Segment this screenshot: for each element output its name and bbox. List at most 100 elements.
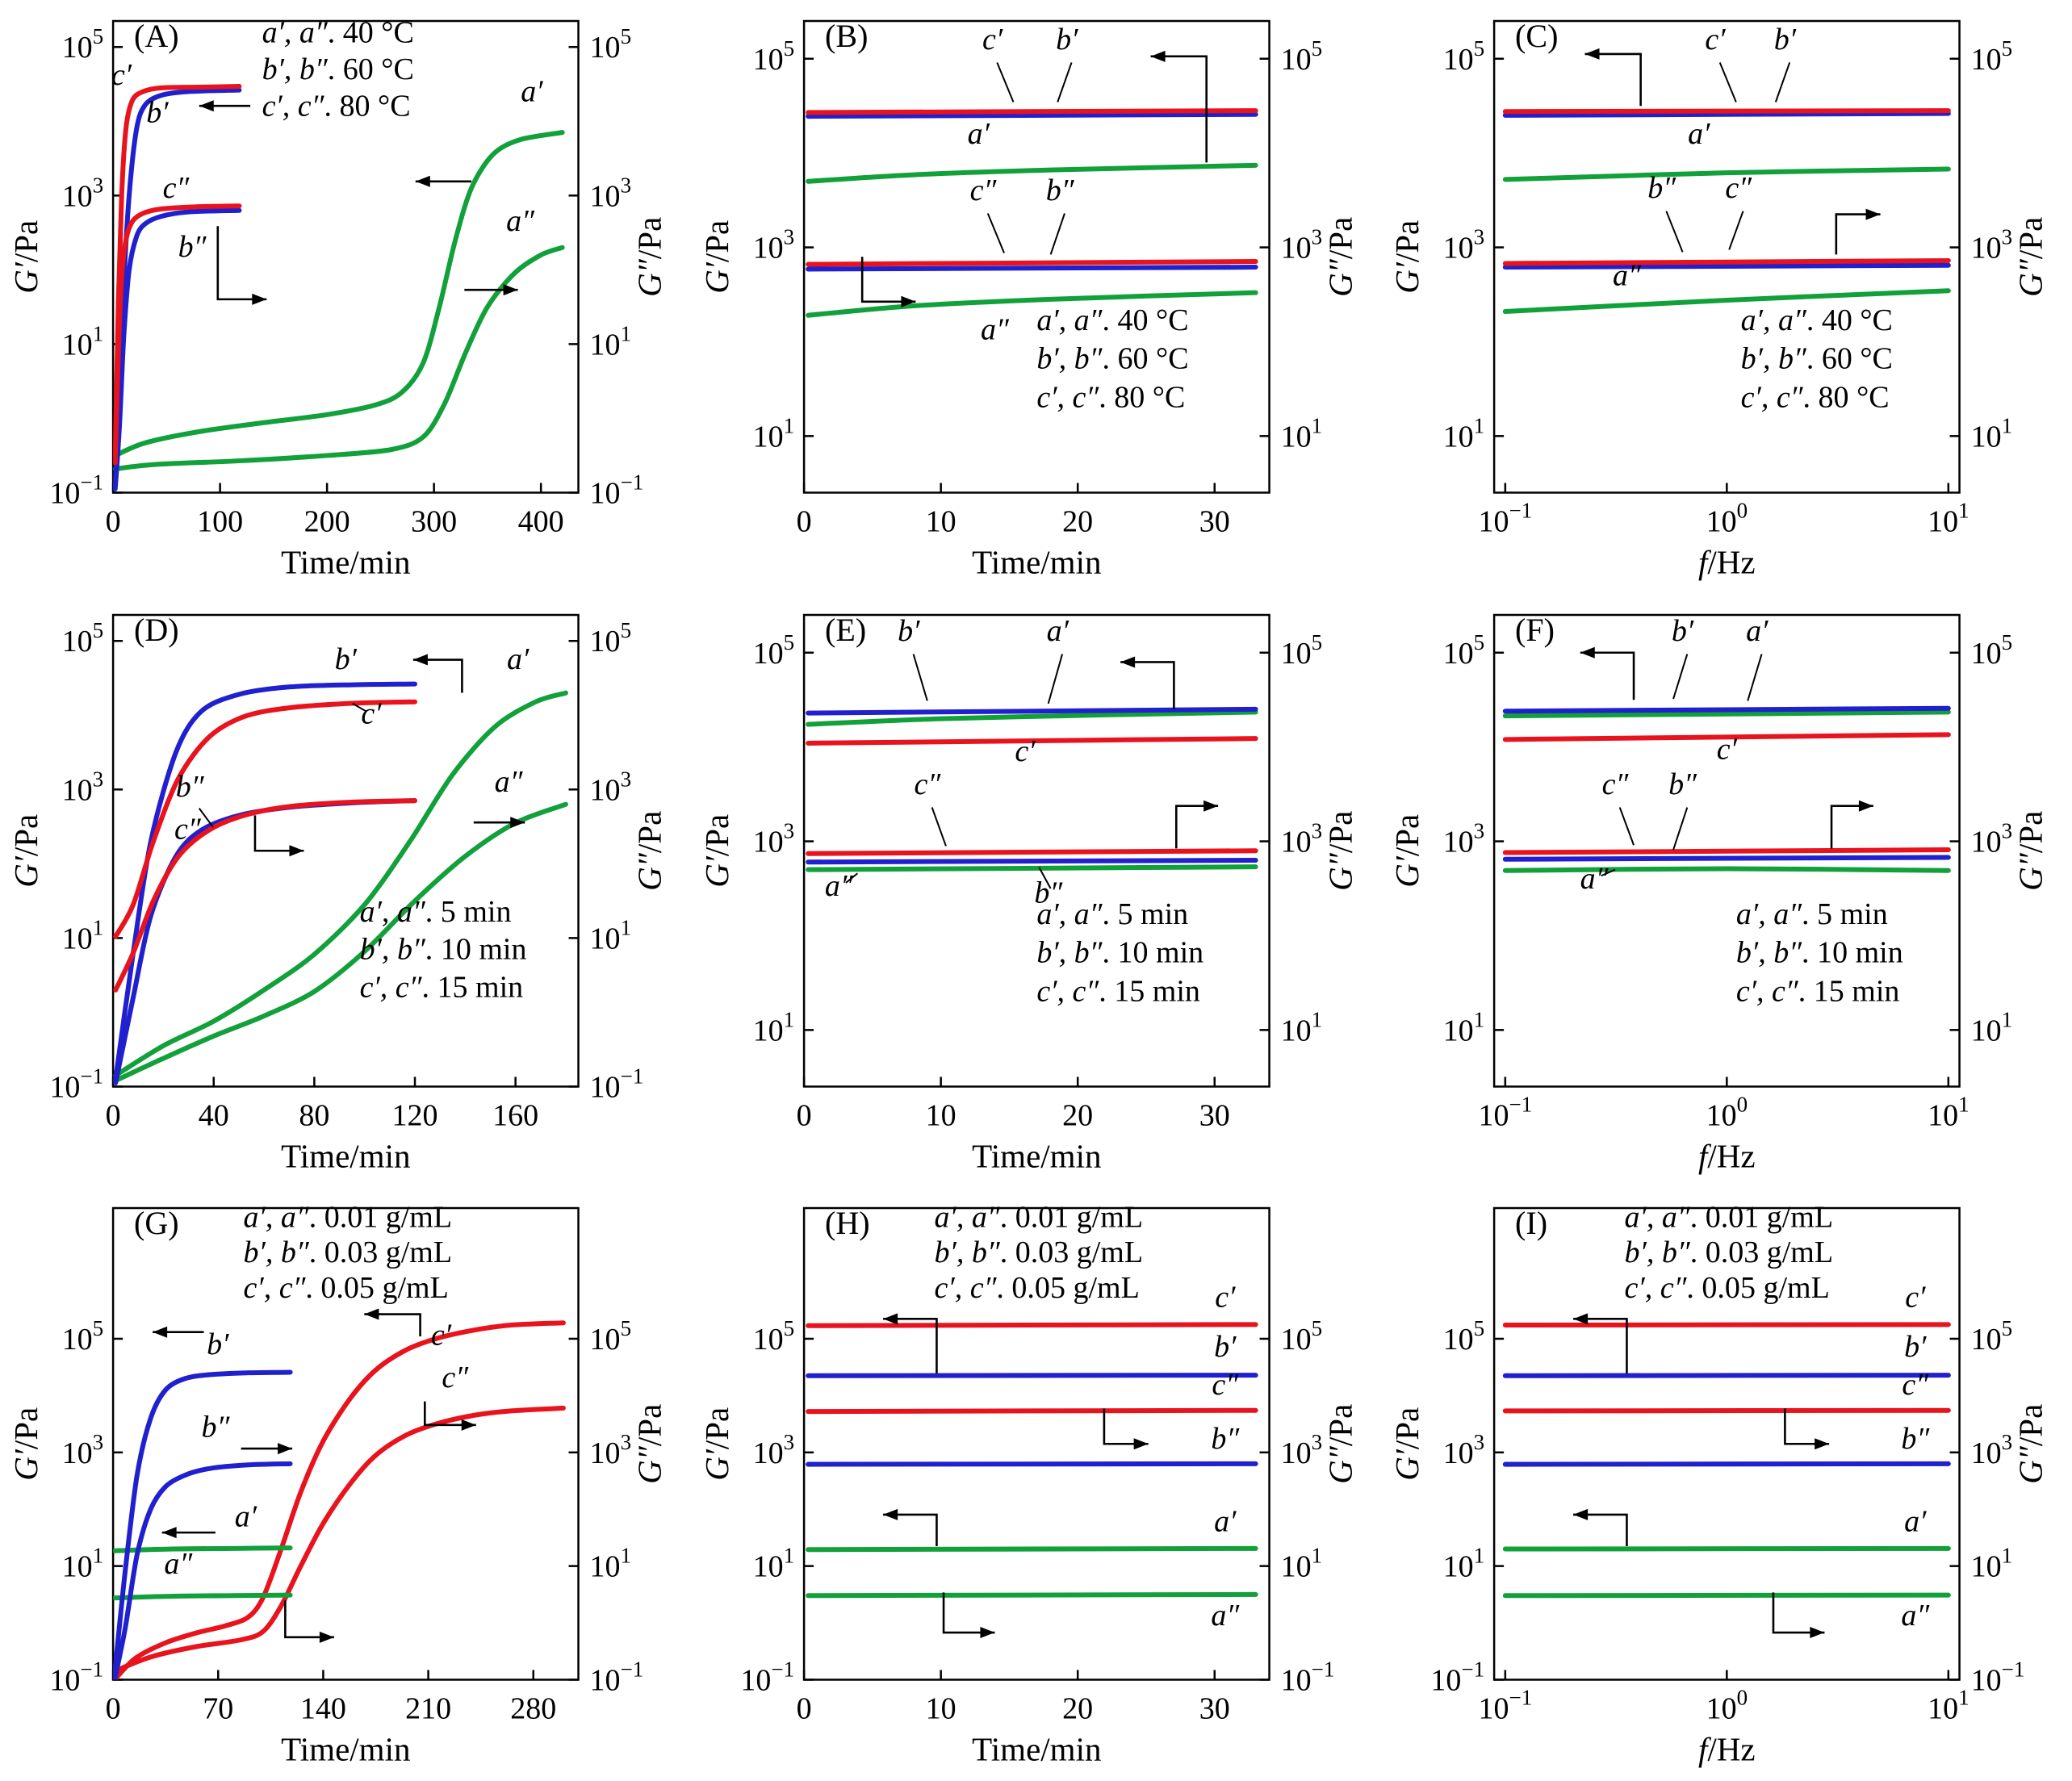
axis-pointer-arrow (1174, 804, 1218, 848)
axis-pointer-arrow (284, 1600, 334, 1639)
curve-c-prime (113, 699, 417, 939)
tick-label: 103 (1443, 225, 1485, 265)
tick-label: 105 (752, 36, 794, 77)
legend-item: a′, a″. 0.01 g/mL (934, 1201, 1143, 1235)
tick-label: 103 (752, 818, 794, 859)
axis-pointer-arrow (860, 257, 916, 303)
x-axis-label: f/Hz (1698, 1731, 1756, 1768)
legend-item: c′, c″. 15 min (1736, 974, 1900, 1008)
tick-label: 103 (1971, 1430, 2013, 1470)
y-axis-label-right: G″/Pa (1321, 1404, 1358, 1484)
tick-label: 400 (518, 505, 564, 539)
arrowhead (1203, 800, 1218, 812)
axis-pointer-arrow (1831, 804, 1874, 848)
panel-tag: (B) (825, 18, 868, 54)
curve-b-dprime (1503, 262, 1952, 270)
tick-label: 10−1 (49, 1658, 103, 1698)
curve-a-dprime (113, 1592, 293, 1601)
tick-label: 10−1 (1479, 498, 1533, 538)
curve-label: b′ (335, 642, 358, 676)
tick-label: 10−1 (49, 1064, 103, 1104)
tick-label: 101 (752, 413, 794, 454)
legend: a′, a″. 5 min b′, b″. 10 min c′, c″. 15 mi… (360, 894, 527, 1004)
tick-label: 101 (590, 1544, 632, 1584)
legend-item: b′, b″. 0.03 g/mL (934, 1235, 1143, 1269)
legend-item: a′, a″. 40 °C (262, 15, 414, 49)
axis-pointer-arrow (1835, 213, 1881, 255)
panel-tag: (E) (825, 612, 866, 648)
tick-label: 105 (1280, 36, 1322, 77)
tick-label: 105 (590, 24, 632, 65)
x-axis-label: f/Hz (1698, 544, 1756, 581)
legend: a′, a″. 0.01 g/mLb′, b″. 0.03 g/mLc′, c″… (934, 1201, 1143, 1306)
tick-label: 101 (62, 321, 104, 362)
arrowhead (1150, 50, 1166, 62)
curve-b-dprime (805, 857, 1258, 864)
curve-label: a′ (1688, 117, 1710, 151)
tick-label: 20 (1062, 505, 1093, 539)
plot-frame (1493, 19, 1961, 494)
curve-label: c″ (969, 174, 997, 207)
curves (805, 108, 1258, 318)
curve-label: c″ (914, 767, 941, 801)
tick-label: 10−1 (590, 1658, 644, 1698)
y-axis-label-right: G″/Pa (631, 810, 668, 890)
curves (113, 681, 568, 1085)
curve-c-prime (1503, 731, 1952, 742)
y-axis-label-right: G″/Pa (631, 217, 668, 297)
curves (1503, 108, 1952, 314)
curve-a-dprime (805, 863, 1258, 872)
curve-label: a″ (164, 1547, 193, 1581)
label-leader-line (931, 806, 947, 847)
tick-label: 101 (752, 1544, 794, 1584)
arrowhead (980, 1627, 995, 1639)
axis-pointer-arrow (1103, 1408, 1149, 1445)
tick-label: 10 (925, 1692, 956, 1726)
curve-c-prime (805, 1322, 1258, 1328)
tick-label: 0 (796, 1098, 811, 1132)
curve-a-dprime (1503, 866, 1952, 873)
legend-item: b′, b″. 60 °C (1741, 342, 1893, 376)
tick-label: 101 (62, 915, 104, 955)
arrowhead (153, 1326, 168, 1338)
y-axis-label-left: G′/Pa (698, 220, 735, 294)
tick-label: 30 (1199, 505, 1229, 539)
curve-label: c′ (1906, 1281, 1927, 1315)
curve-label: a″ (1580, 862, 1609, 896)
panel-A-chart: 0 100 200 300 400 10−1 10−1 101 101 103 103 105 105 G… (7, 15, 668, 580)
curve-label: a″ (825, 868, 854, 902)
panel-tag: (F) (1515, 612, 1555, 648)
x-axis: 0 70 140 210 280 (106, 1670, 556, 1726)
legend-item: a′, a″. 0.01 g/mL (1625, 1201, 1834, 1235)
tick-label: 100 (1706, 498, 1748, 538)
tick-label: 140 (300, 1692, 346, 1726)
tick-label: 105 (1443, 629, 1485, 670)
panel-E-chart: 0 10 20 30 101 101 103 103 105 105 G′/Pa G″/Pa Time/… (698, 612, 1359, 1174)
y-axes: 101 101 103 103 105 105 (752, 36, 1322, 454)
curve-label: a′ (235, 1500, 257, 1534)
tick-label: 105 (590, 618, 632, 658)
curve-a-dprime (1503, 1592, 1952, 1599)
plot-frame (802, 19, 1270, 494)
tick-label: 210 (405, 1692, 451, 1726)
panel-tag: (I) (1515, 1205, 1547, 1241)
curve-b-prime (805, 1373, 1258, 1378)
curve-a-prime (805, 709, 1258, 727)
tick-label: 120 (392, 1098, 438, 1132)
x-axis-label: Time/min (281, 1137, 410, 1174)
curve-label: a′ (1214, 1504, 1237, 1538)
legend-item: b′, b″. 60 °C (1036, 342, 1188, 376)
tick-label: 105 (62, 24, 104, 65)
legend: a′, a″. 5 min b′, b″. 10 min c′, c″. 15 mi… (1736, 897, 1903, 1008)
curve-b-dprime (1503, 855, 1952, 862)
legend-item: c′, c″. 80 °C (1741, 381, 1890, 415)
tick-label: 300 (411, 505, 457, 539)
y-axes: 10−1 10−1 101 101 103 103 105 105 (740, 1316, 1334, 1698)
tick-label: 0 (106, 505, 121, 539)
curve-b-dprime (113, 1461, 293, 1680)
curve-c-dprime (1503, 847, 1952, 855)
y-axes: 101 101 103 103 105 105 (752, 629, 1322, 1047)
curve-label: c″ (1902, 1368, 1930, 1402)
curve-a-prime (1503, 166, 1952, 182)
